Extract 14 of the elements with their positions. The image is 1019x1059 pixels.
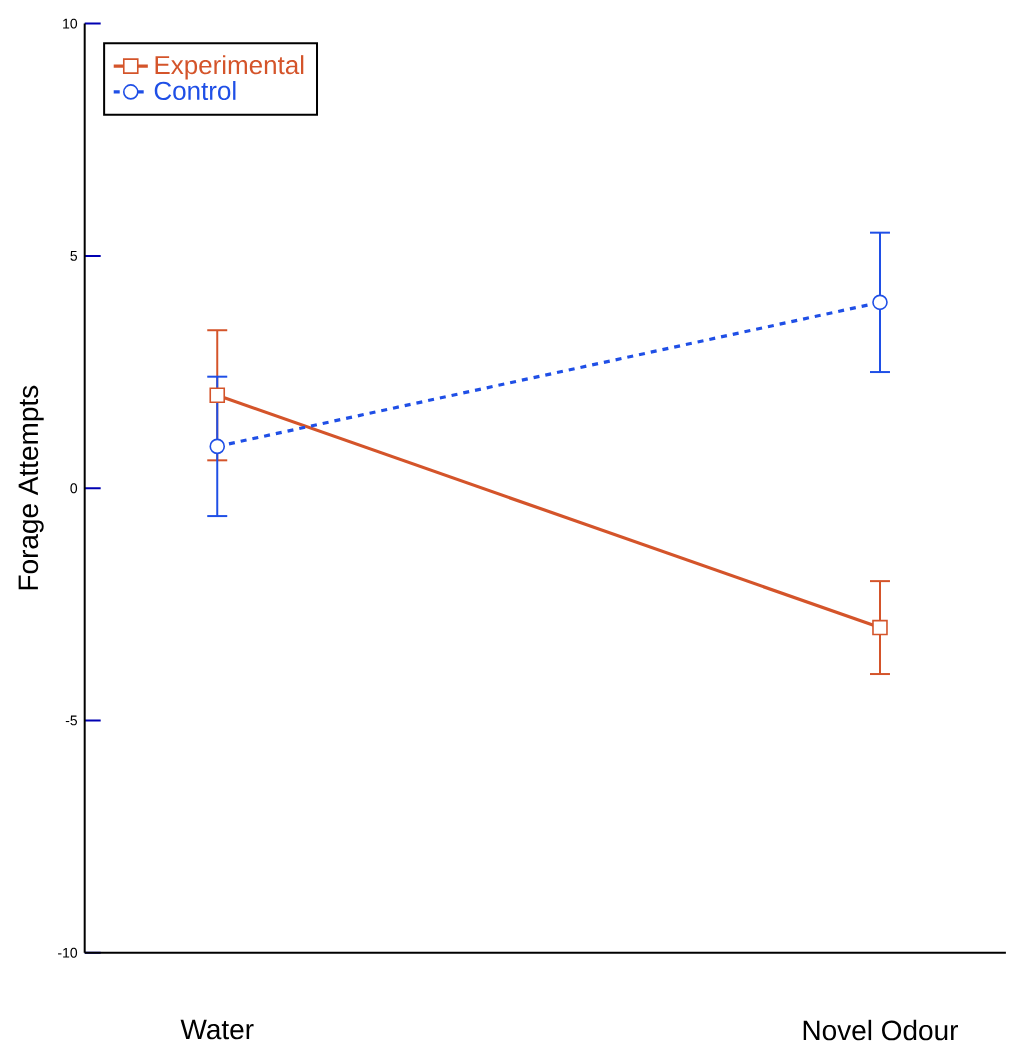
y-tick-label: 0 — [70, 483, 78, 494]
legend-label: Experimental — [155, 55, 304, 80]
point — [209, 387, 226, 404]
y-tick-label: -10 — [58, 947, 78, 958]
y-tick-label: 10 — [63, 18, 78, 29]
x-tick-label: Novel Odour — [803, 1019, 959, 1041]
point — [872, 294, 888, 311]
legend-label: Control — [154, 80, 236, 101]
y-tick-label: 5 — [70, 251, 78, 261]
point — [209, 438, 226, 455]
point — [872, 619, 888, 636]
y-axis-title: Forage Attempts — [18, 385, 44, 590]
x-tick-label: Water — [180, 1019, 254, 1040]
y-tick-label: -5 — [65, 715, 78, 726]
